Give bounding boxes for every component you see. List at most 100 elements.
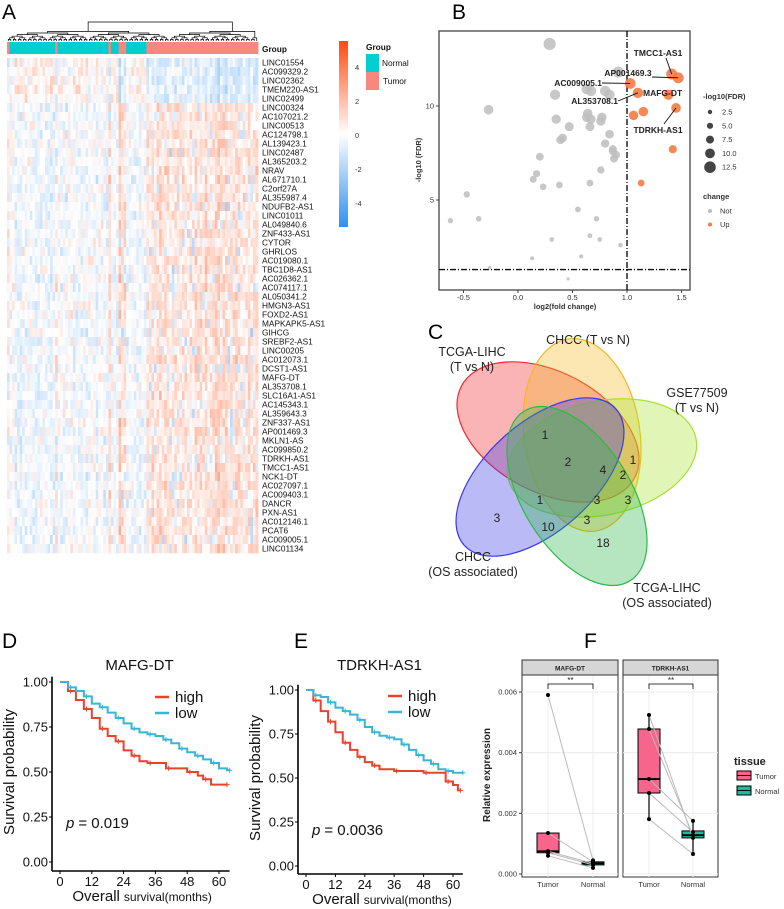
heatmap-cell [75, 373, 79, 383]
heatmap-cell [166, 364, 170, 374]
heatmap-cell [80, 418, 84, 428]
heatmap-cell [128, 292, 132, 302]
heatmap-cell [181, 220, 185, 230]
heatmap-cell [161, 292, 165, 302]
heatmap-cell [37, 202, 41, 212]
heatmap-cell [151, 247, 155, 257]
heatmap-cell [232, 445, 236, 455]
heatmap-cell [88, 58, 92, 68]
heatmap-cell [184, 463, 188, 473]
heatmap-cell [83, 274, 86, 284]
heatmap-cell [179, 148, 183, 158]
heatmap-cell [143, 337, 147, 347]
heatmap-cell [227, 157, 231, 167]
heatmap-cell [209, 76, 213, 86]
heatmap-cell [146, 292, 150, 302]
heatmap-cell [219, 364, 223, 374]
heatmap-cell [235, 175, 239, 185]
heatmap-cell [227, 229, 231, 239]
heatmap-cell [171, 193, 175, 203]
heatmap-cell [181, 409, 185, 419]
heatmap-cell [166, 337, 170, 347]
heatmap-cell [9, 274, 13, 284]
heatmap-cell [247, 67, 251, 77]
heatmap-cell [214, 292, 218, 302]
heatmap-cell [52, 139, 56, 149]
heatmap-cell [103, 265, 107, 275]
heatmap-cell [90, 400, 94, 410]
heatmap-cell [194, 103, 198, 113]
heatmap-cell [45, 139, 48, 149]
heatmap-cell [141, 454, 145, 464]
heatmap-cell [88, 382, 92, 392]
heatmap-cell [83, 499, 86, 509]
heatmap-cell [110, 193, 114, 203]
heatmap-cell [133, 373, 137, 383]
heatmap-cell [225, 247, 228, 257]
heatmap-cell [189, 112, 193, 122]
heatmap-cell [24, 292, 28, 302]
heatmap-cell [227, 319, 231, 329]
heatmap-cell [166, 292, 170, 302]
heatmap-cell [247, 202, 251, 212]
heatmap-cell [219, 76, 223, 86]
heatmap-cell [62, 391, 66, 401]
heatmap-cell [154, 337, 157, 347]
heatmap-cell [189, 490, 193, 500]
heatmap-cell [17, 103, 21, 113]
heatmap-cell [57, 256, 61, 266]
heatmap-cell [77, 436, 81, 446]
heatmap-cell [12, 319, 16, 329]
heatmap-cell [148, 193, 152, 203]
heatmap-cell [9, 418, 13, 428]
heatmap-cell [67, 400, 71, 410]
heatmap-cell [105, 418, 109, 428]
heatmap-cell [164, 238, 168, 248]
heatmap-cell [194, 175, 198, 185]
heatmap-cell [77, 472, 81, 482]
heatmap-cell [197, 256, 201, 266]
heatmap-cell [14, 247, 18, 257]
heatmap-cell [65, 85, 69, 95]
heatmap-cell [116, 247, 119, 257]
heatmap-cell [118, 202, 122, 212]
heatmap-cell [187, 184, 190, 194]
heatmap-cell [105, 364, 109, 374]
heatmap-cell [29, 463, 33, 473]
heatmap-cell [67, 490, 71, 500]
heatmap-cell [250, 265, 254, 275]
heatmap-cell [77, 256, 81, 266]
heatmap-cell [159, 481, 163, 491]
heatmap-cell [14, 319, 18, 329]
heatmap-cell [95, 94, 99, 104]
heatmap-cell [103, 58, 107, 68]
heatmap-cell [146, 202, 150, 212]
heatmap-cell [181, 418, 185, 428]
heatmap-cell [34, 364, 38, 374]
heatmap-cell [116, 148, 119, 158]
heatmap-cell [225, 220, 228, 230]
heatmap-cell [235, 85, 239, 95]
heatmap-cell [22, 76, 26, 86]
heatmap-cell [90, 382, 94, 392]
heatmap-cell [209, 346, 213, 356]
heatmap-cell [179, 391, 183, 401]
heatmap-cell [121, 265, 125, 275]
heatmap-cell [184, 418, 188, 428]
heatmap-cell [60, 184, 64, 194]
heatmap-cell [247, 166, 251, 176]
heatmap-cell [204, 166, 208, 176]
heatmap-cell [39, 85, 43, 95]
heatmap-cell [204, 139, 208, 149]
gene-label: AL355987.4 [262, 193, 307, 203]
heatmap-cell [67, 301, 71, 311]
heatmap-cell [113, 310, 117, 320]
heatmap-cell [52, 319, 56, 329]
heatmap-cell [187, 274, 190, 284]
heatmap-cell [45, 58, 48, 68]
heatmap-cell [245, 229, 249, 239]
heatmap-cell [19, 391, 23, 401]
gene-label: GIHCG [262, 328, 289, 338]
heatmap-cell [7, 229, 10, 239]
heatmap-cell [128, 490, 132, 500]
